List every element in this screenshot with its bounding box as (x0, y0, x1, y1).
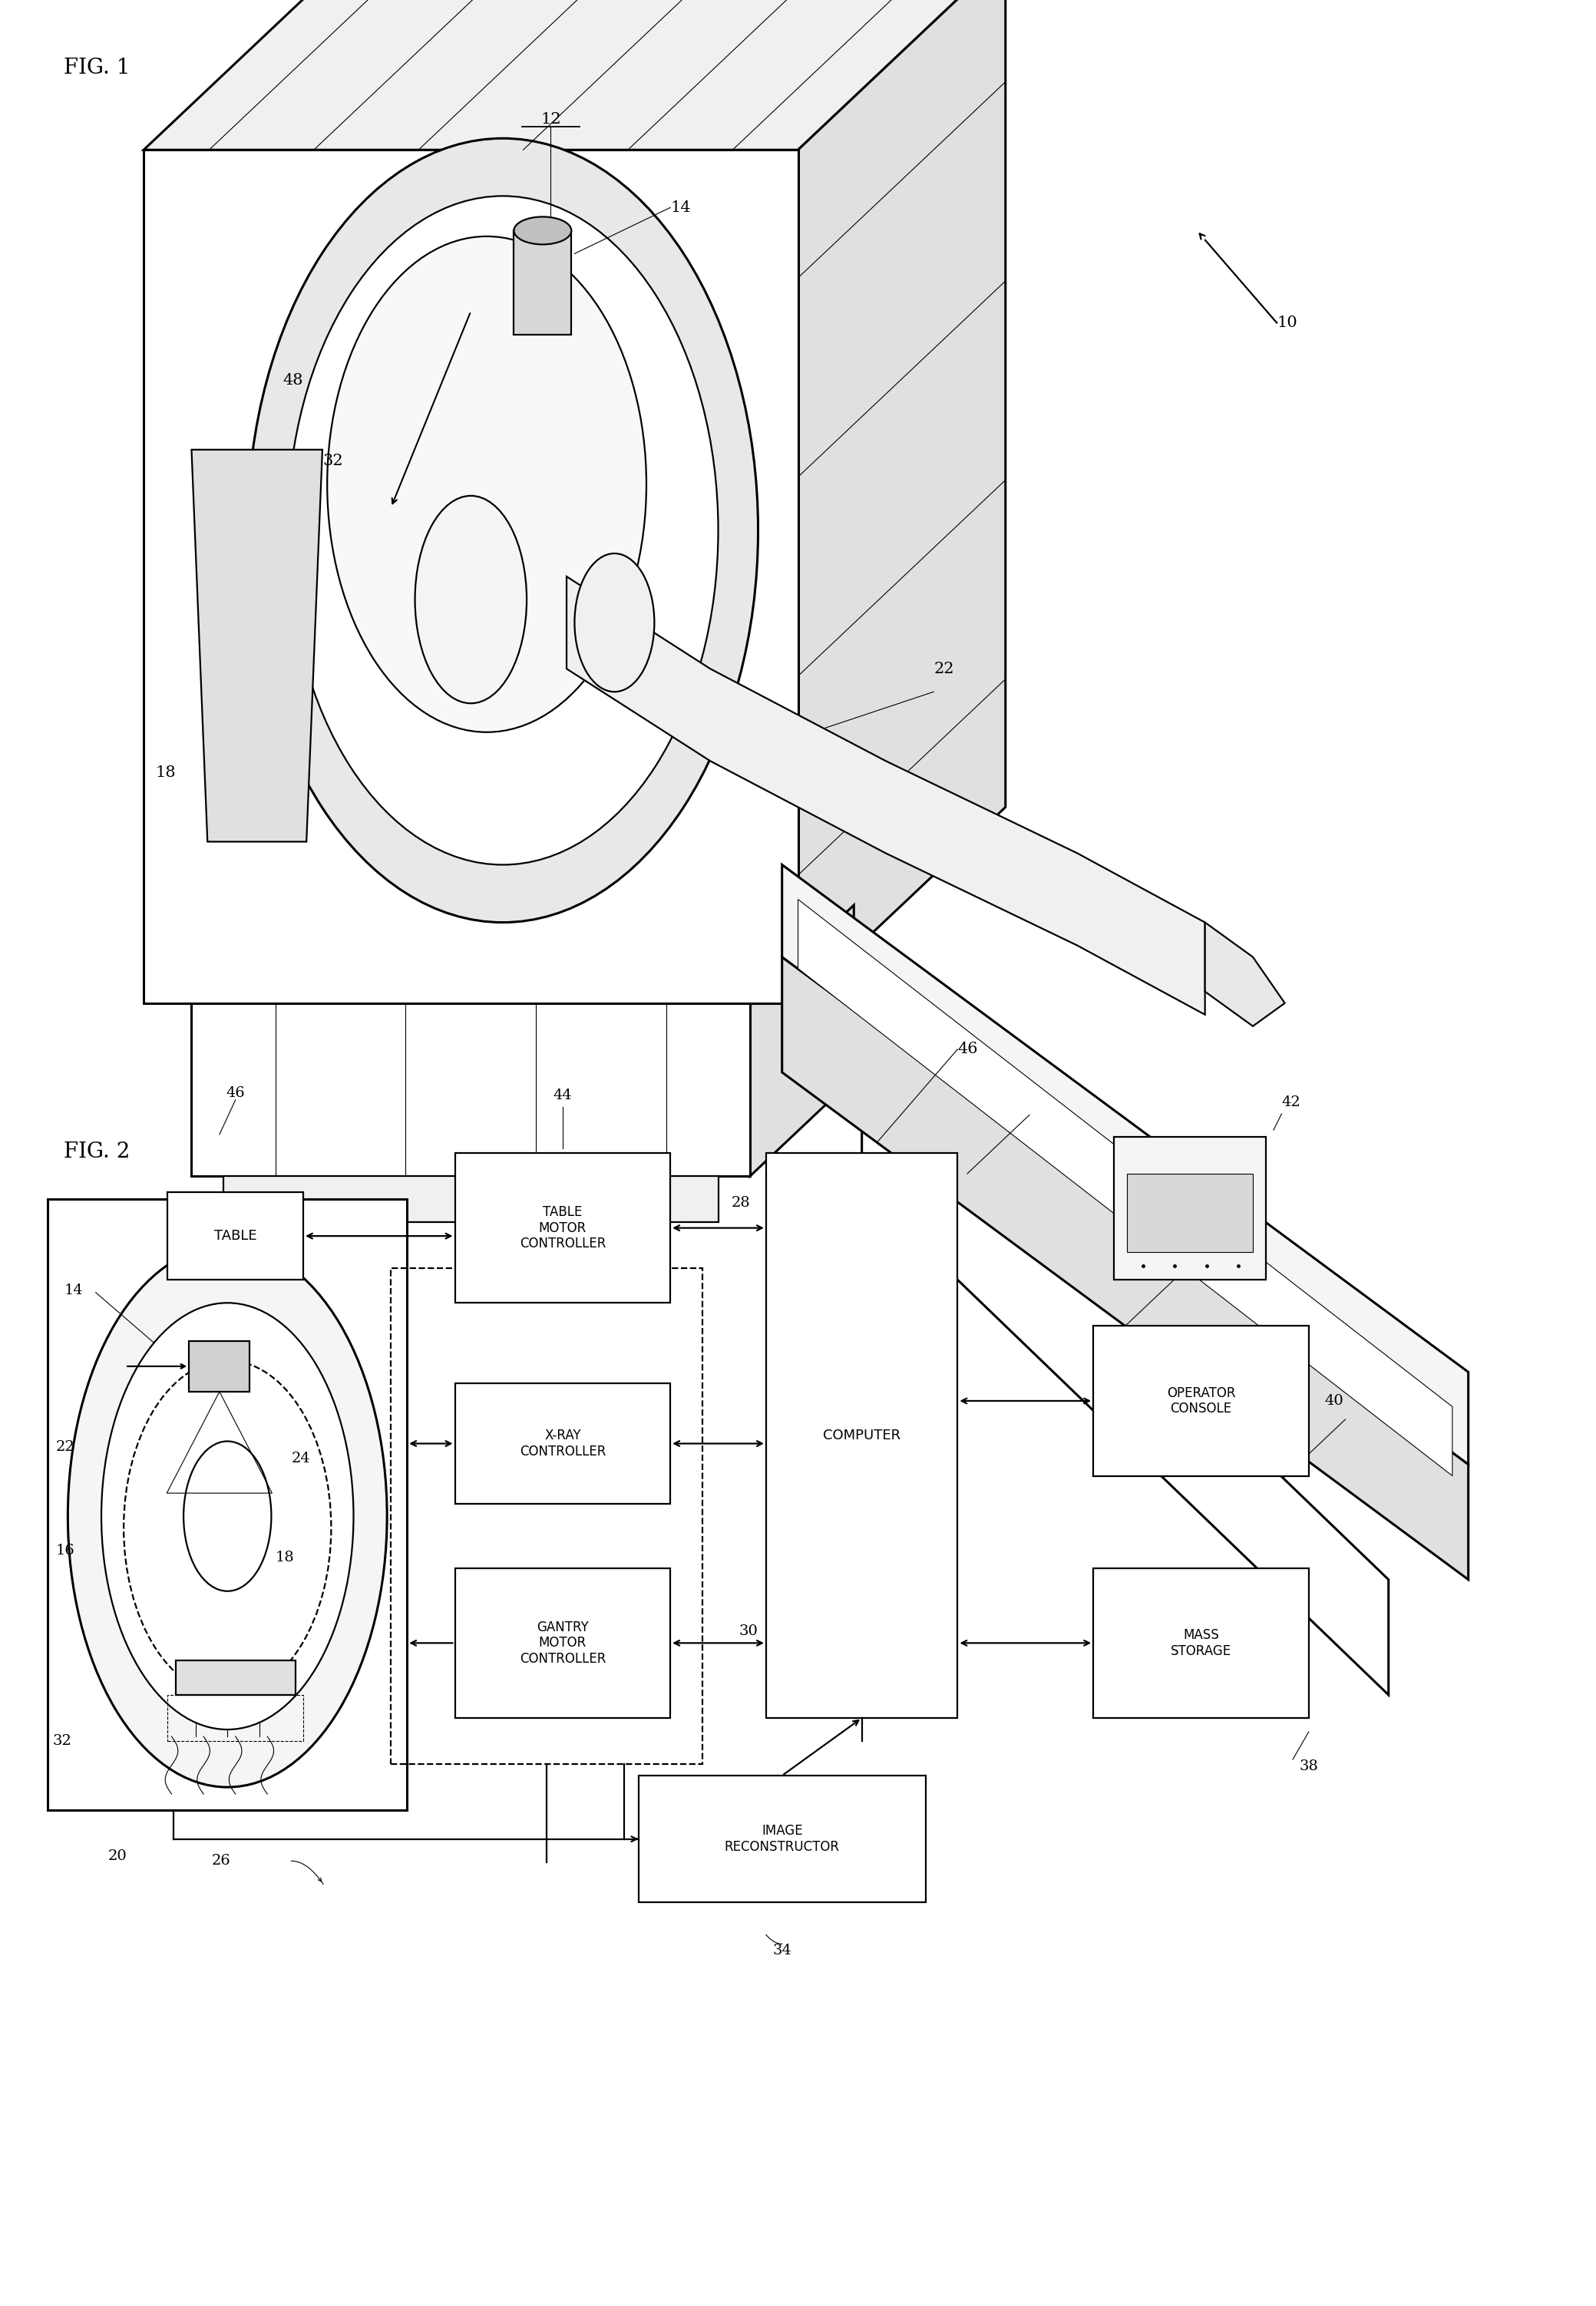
Bar (48, 1199, 407, 1810)
Bar (168, 1192, 303, 1280)
Ellipse shape (247, 138, 758, 922)
Text: 44: 44 (554, 1088, 571, 1102)
Ellipse shape (287, 196, 718, 865)
Text: TABLE: TABLE (214, 1229, 257, 1243)
Text: OPERATOR
CONSOLE: OPERATOR CONSOLE (1167, 1386, 1235, 1416)
Bar (176, 1660, 295, 1695)
Text: 46: 46 (958, 1042, 978, 1056)
Bar (1093, 1568, 1309, 1718)
Polygon shape (192, 1003, 750, 1176)
Bar (190, 1340, 249, 1391)
Bar (455, 1384, 670, 1504)
Polygon shape (1205, 922, 1285, 1026)
Text: 32: 32 (53, 1734, 72, 1748)
Text: 28: 28 (731, 1197, 750, 1208)
Polygon shape (514, 231, 571, 334)
Ellipse shape (327, 235, 646, 731)
Text: 14: 14 (64, 1284, 83, 1296)
Text: 22: 22 (934, 662, 954, 676)
Ellipse shape (69, 1245, 388, 1787)
Text: 10: 10 (1277, 316, 1298, 330)
Polygon shape (144, 0, 1005, 150)
Polygon shape (798, 899, 1452, 1476)
Bar (1127, 1174, 1253, 1252)
Text: FIG. 1: FIG. 1 (64, 58, 131, 78)
Polygon shape (192, 450, 322, 842)
Text: 18: 18 (155, 766, 176, 779)
Text: 26: 26 (211, 1854, 230, 1868)
Polygon shape (223, 1176, 718, 1222)
Polygon shape (782, 865, 1468, 1464)
Polygon shape (567, 576, 1205, 1015)
Text: IMAGE
RECONSTRUCTOR: IMAGE RECONSTRUCTOR (725, 1824, 839, 1854)
Ellipse shape (575, 553, 654, 692)
Text: X-RAY
CONTROLLER: X-RAY CONTROLLER (519, 1430, 606, 1457)
Text: TABLE
MOTOR
CONTROLLER: TABLE MOTOR CONTROLLER (519, 1206, 606, 1250)
Bar (391, 1268, 702, 1764)
Text: FIG. 2: FIG. 2 (64, 1141, 131, 1162)
Ellipse shape (102, 1303, 354, 1730)
Ellipse shape (514, 217, 571, 244)
Bar (455, 1153, 670, 1303)
Bar (1093, 1326, 1309, 1476)
Text: MASS
STORAGE: MASS STORAGE (1170, 1628, 1232, 1658)
Text: GANTRY
MOTOR
CONTROLLER: GANTRY MOTOR CONTROLLER (519, 1621, 606, 1665)
Text: 42: 42 (1282, 1095, 1301, 1109)
Text: 22: 22 (56, 1441, 75, 1453)
Text: COMPUTER: COMPUTER (824, 1430, 900, 1441)
Bar (168, 1695, 303, 1741)
Polygon shape (798, 0, 1005, 1003)
Polygon shape (782, 957, 1468, 1580)
Text: 20: 20 (109, 1849, 126, 1863)
Ellipse shape (415, 496, 527, 703)
Text: 30: 30 (739, 1626, 758, 1637)
Bar (766, 1153, 958, 1718)
Text: 40: 40 (1325, 1395, 1344, 1407)
Bar (638, 1776, 926, 1902)
Bar (1114, 1137, 1266, 1280)
Polygon shape (750, 904, 854, 1176)
Text: 48: 48 (282, 374, 303, 387)
Text: 32: 32 (322, 454, 343, 468)
Polygon shape (862, 1072, 1389, 1695)
Text: 14: 14 (670, 201, 691, 214)
Text: 38: 38 (1299, 1759, 1318, 1773)
Bar (455, 1568, 670, 1718)
Text: 16: 16 (56, 1545, 75, 1557)
Text: 18: 18 (276, 1552, 294, 1563)
Text: 24: 24 (292, 1453, 310, 1464)
Text: 34: 34 (772, 1944, 792, 1958)
Polygon shape (144, 150, 798, 1003)
Text: 12: 12 (541, 113, 560, 127)
Text: 46: 46 (227, 1086, 244, 1100)
